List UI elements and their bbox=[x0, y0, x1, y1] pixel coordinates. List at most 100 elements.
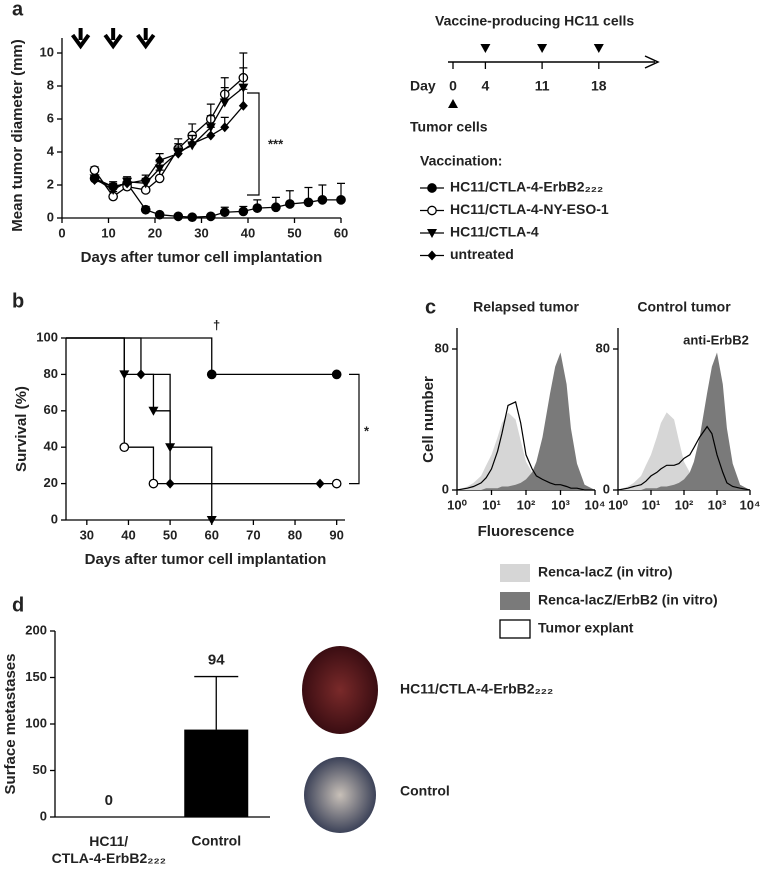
y-tick-label: 0 bbox=[51, 511, 58, 526]
panel-label: c bbox=[425, 296, 436, 318]
schedule-title: Vaccine-producing HC11 cells bbox=[435, 13, 634, 29]
marker bbox=[154, 164, 165, 174]
marker bbox=[336, 195, 346, 205]
legend-label: HC11/CTLA-4 bbox=[450, 224, 539, 240]
x-axis-label: Days after tumor cell implantation bbox=[85, 551, 327, 568]
chart-title: Control tumor bbox=[637, 299, 731, 315]
annotation: * bbox=[364, 423, 370, 438]
marker bbox=[148, 478, 159, 489]
survival-curve bbox=[66, 337, 213, 520]
legend-label: HC11/CTLA-4-ErbB2₂₂₂ bbox=[450, 179, 603, 195]
y-tick-label: 0 bbox=[40, 808, 47, 823]
x-tick-label: 0 bbox=[58, 225, 65, 240]
histogram-outline bbox=[456, 401, 595, 491]
marker bbox=[136, 369, 146, 380]
survival-curve bbox=[66, 337, 337, 485]
x-tick-label: 40 bbox=[241, 225, 255, 240]
x-axis-label: Fluorescence bbox=[478, 523, 575, 540]
x-tick-label: 70 bbox=[246, 527, 260, 542]
vaccine-marker bbox=[480, 44, 491, 53]
y-tick-label: 8 bbox=[47, 77, 54, 92]
marker bbox=[219, 207, 230, 218]
x-tick-label: 80 bbox=[288, 527, 302, 542]
marker bbox=[238, 206, 249, 217]
annotation: anti-ErbB2 bbox=[683, 332, 749, 347]
x-tick-label: 10² bbox=[675, 497, 694, 512]
x-tick-label: 60 bbox=[334, 225, 348, 240]
chart-title: Relapsed tumor bbox=[473, 299, 579, 315]
x-tick-label: 20 bbox=[148, 225, 162, 240]
marker bbox=[165, 478, 175, 489]
y-tick-label: 6 bbox=[47, 110, 54, 125]
histogram-area bbox=[457, 352, 595, 490]
panel-label: a bbox=[12, 0, 24, 20]
annotation: † bbox=[213, 317, 220, 332]
error-bar bbox=[194, 675, 239, 730]
significance-bracket bbox=[247, 92, 260, 196]
histogram-area bbox=[457, 412, 595, 490]
x-tick-label: 50 bbox=[287, 225, 301, 240]
x-tick-label: 90 bbox=[329, 527, 343, 542]
y-tick-label: 200 bbox=[25, 622, 47, 637]
y-tick-label: 50 bbox=[33, 762, 47, 777]
legend-label: Tumor explant bbox=[538, 620, 634, 636]
marker bbox=[206, 369, 217, 380]
series-line bbox=[94, 105, 244, 188]
marker bbox=[206, 130, 216, 141]
y-tick-label: 4 bbox=[47, 143, 55, 158]
y-axis-label: Surface metastases bbox=[2, 654, 19, 795]
value-label: 0 bbox=[105, 792, 113, 809]
marker bbox=[187, 212, 198, 223]
histogram-area bbox=[618, 412, 750, 490]
panel-label: b bbox=[12, 290, 24, 312]
marker bbox=[154, 209, 165, 220]
x-tick-label: 10⁰ bbox=[447, 497, 467, 512]
marker bbox=[141, 175, 151, 186]
marker bbox=[331, 478, 342, 489]
legend-swatch bbox=[500, 564, 530, 582]
y-tick-label: 100 bbox=[25, 715, 47, 730]
marker bbox=[119, 370, 130, 380]
marker bbox=[303, 197, 314, 208]
y-axis-label: Survival (%) bbox=[13, 386, 30, 472]
y-tick-label: 60 bbox=[44, 402, 58, 417]
vaccine-marker bbox=[593, 44, 604, 53]
x-tick-label: Control bbox=[191, 833, 241, 849]
marker bbox=[155, 155, 165, 166]
lung-image bbox=[304, 757, 376, 833]
panel-label: d bbox=[12, 594, 24, 616]
x-axis-label: Days after tumor cell implantation bbox=[81, 249, 323, 266]
legend-label: Renca-lacZ/ErbB2 (in vitro) bbox=[538, 592, 718, 608]
legend-marker bbox=[427, 205, 437, 216]
x-tick-label: 10² bbox=[517, 497, 536, 512]
tumor-marker bbox=[448, 99, 458, 108]
x-tick-label: 10 bbox=[101, 225, 115, 240]
value-label: 94 bbox=[208, 652, 225, 669]
marker bbox=[219, 98, 230, 108]
y-tick-label: 2 bbox=[47, 176, 54, 191]
image-label: HC11/CTLA-4-ErbB2₂₂₂ bbox=[400, 681, 553, 697]
marker bbox=[331, 369, 342, 380]
marker bbox=[148, 406, 159, 416]
marker bbox=[315, 478, 325, 489]
marker bbox=[284, 199, 295, 209]
y-tick-label: 150 bbox=[25, 669, 47, 684]
x-tick-label: 10³ bbox=[551, 497, 570, 512]
schedule-day-label: Day bbox=[410, 78, 436, 94]
x-tick-label: 30 bbox=[80, 527, 94, 542]
y-tick-label: 20 bbox=[44, 475, 58, 490]
schedule-day: 0 bbox=[449, 78, 457, 94]
marker bbox=[173, 211, 184, 222]
series-line bbox=[94, 177, 341, 218]
treatment-arrow bbox=[136, 28, 156, 50]
significance-bracket bbox=[349, 373, 360, 485]
marker bbox=[173, 148, 183, 159]
marker bbox=[90, 175, 100, 186]
lung-image bbox=[302, 646, 378, 734]
legend-swatch bbox=[500, 592, 530, 610]
treatment-arrow bbox=[70, 28, 91, 50]
survival-curve bbox=[66, 337, 337, 376]
x-tick-label: 10⁰ bbox=[608, 497, 628, 512]
